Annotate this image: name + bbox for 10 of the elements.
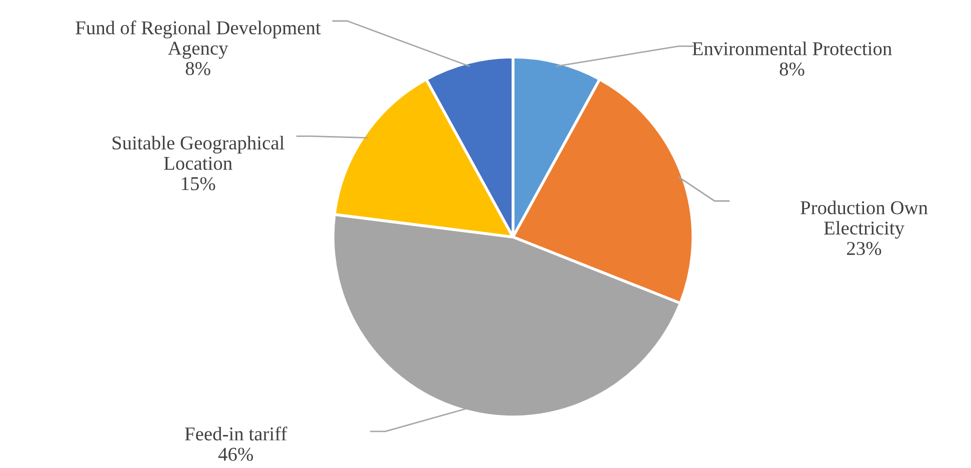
slice-label: Environmental Protection [692,42,892,56]
slice-label: Production Own Electricity [800,200,928,239]
data-label: 15% [182,177,216,190]
data-label: 8% [186,62,210,76]
slice-label: Fund of Regional Development Agency [76,20,321,59]
slice-label: Feed-in tariff [184,426,288,440]
data-label: 46% [218,448,253,461]
data-label: 8% [780,62,804,76]
data-label: 23% [847,242,882,256]
slice-label: Suitable Geographical Location [112,136,284,170]
